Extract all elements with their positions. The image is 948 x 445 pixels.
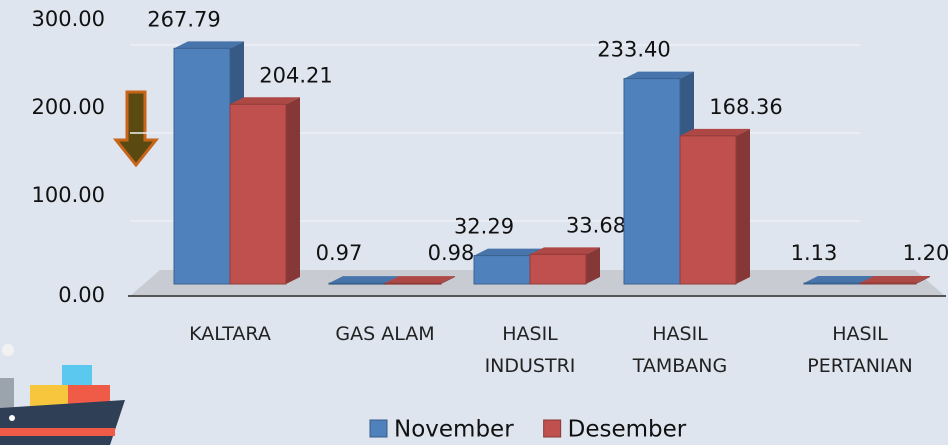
value-label: 1.13 [791, 241, 838, 265]
value-label: 0.97 [316, 241, 363, 265]
value-label: 168.36 [709, 95, 782, 119]
value-label: 0.98 [428, 241, 475, 265]
value-label: 1.20 [903, 241, 948, 265]
bar-side [736, 128, 750, 284]
legend-label: Desember [568, 417, 687, 443]
bar-side [586, 247, 600, 284]
x-tick-label: HASIL INDUSTRI [484, 323, 576, 377]
value-label: 267.79 [147, 7, 220, 31]
y-tick-label: 100.00 [32, 183, 105, 207]
value-label: 204.21 [259, 63, 332, 87]
value-label: 33.68 [566, 213, 626, 237]
bar [623, 78, 681, 285]
bar-top [624, 71, 694, 79]
bar-top [804, 276, 874, 284]
value-label: 32.29 [454, 215, 514, 239]
x-tick-label: GAS ALAM [335, 323, 435, 345]
bar-top [474, 248, 544, 256]
bar-side [441, 276, 455, 284]
bar [803, 282, 861, 285]
bar [679, 135, 737, 285]
bar [859, 282, 917, 285]
y-tick-label: 0.00 [58, 283, 105, 307]
x-tick-label: HASIL TAMBANG [632, 323, 728, 377]
bar-top [680, 128, 750, 136]
value-label: 233.40 [597, 38, 670, 62]
x-tick-label: HASIL PERTANIAN [807, 323, 913, 377]
legend-swatch [543, 419, 562, 438]
bar-top [230, 97, 300, 105]
bar-side [286, 97, 300, 284]
down-arrow [112, 90, 160, 168]
bar-top [385, 276, 455, 284]
bar [328, 282, 386, 285]
bar-top [174, 41, 244, 49]
bar-top [530, 247, 600, 255]
bar [473, 255, 531, 285]
ship-icon [0, 344, 125, 445]
bar [529, 253, 587, 285]
legend-label: November [394, 417, 514, 443]
y-tick-label: 300.00 [32, 7, 105, 31]
bar-side [916, 275, 930, 284]
bar [384, 282, 442, 285]
bar-top [860, 275, 930, 283]
y-tick-label: 200.00 [32, 95, 105, 119]
x-tick-label: KALTARA [189, 323, 271, 345]
bar-top [329, 276, 399, 284]
bar [173, 47, 231, 285]
bar [229, 103, 287, 285]
legend-swatch [369, 419, 388, 438]
